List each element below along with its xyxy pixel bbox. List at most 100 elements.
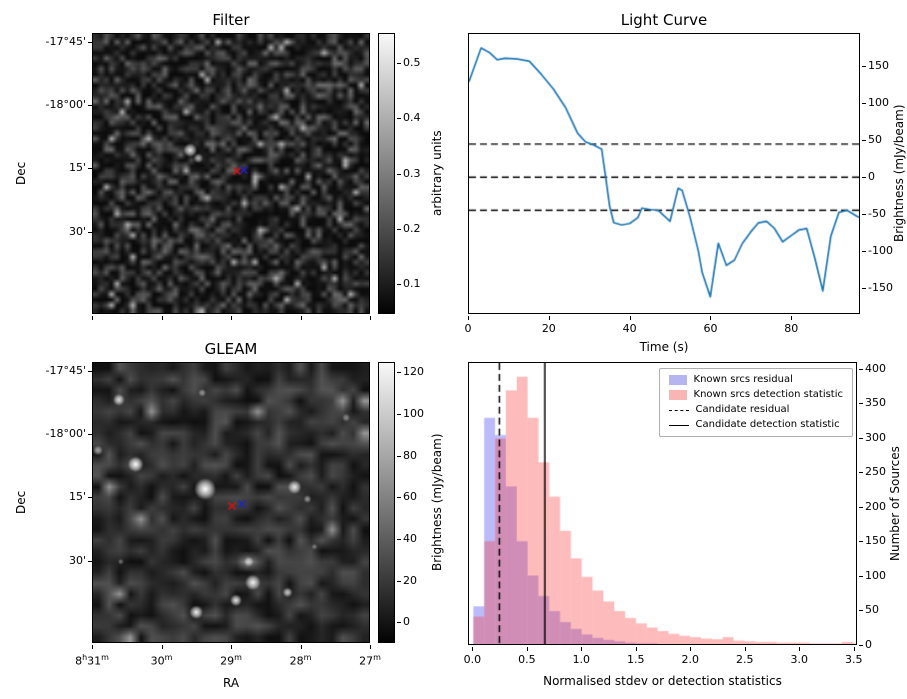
colorbar-tick-mark bbox=[397, 118, 401, 120]
y-tick-mark bbox=[862, 214, 866, 216]
x-tick-label: 30m bbox=[134, 651, 190, 669]
x-tick-mark bbox=[161, 645, 163, 649]
gleam-image-axes bbox=[92, 362, 370, 643]
x-tick-mark bbox=[468, 316, 469, 320]
y-tick-mark bbox=[88, 41, 92, 43]
colorbar-tick-mark bbox=[397, 455, 401, 457]
colorbar-tick-label: 40 bbox=[403, 531, 417, 545]
x-tick-label: 3.5 bbox=[844, 653, 863, 666]
y-tick-label: 0 bbox=[865, 638, 872, 651]
gleam-image bbox=[93, 363, 369, 642]
y-tick-mark bbox=[859, 645, 863, 646]
y-tick-label: 100 bbox=[865, 568, 886, 582]
colorbar-tick-mark bbox=[397, 538, 401, 540]
ra-tick-part: m bbox=[373, 653, 381, 662]
x-tick-mark bbox=[472, 647, 474, 651]
x-tick-label: 80 bbox=[784, 322, 799, 335]
x-tick-mark bbox=[744, 647, 746, 651]
x-tick-mark bbox=[853, 647, 855, 651]
colorbar-tick-label: 60 bbox=[403, 490, 417, 504]
y-tick-mark bbox=[88, 434, 92, 436]
legend-label: Known srcs detection statistic bbox=[693, 389, 843, 400]
colorbar-tick-label: 120 bbox=[403, 365, 424, 379]
y-tick-label: 30' bbox=[68, 553, 86, 567]
legend-entry: Candidate detection statistic bbox=[668, 419, 843, 431]
lightcurve-xlabel: Time (s) bbox=[639, 340, 689, 354]
y-tick-label: 0 bbox=[868, 170, 875, 184]
ra-tick-part: m bbox=[303, 653, 312, 662]
y-tick-mark bbox=[859, 575, 863, 577]
y-tick-label: 50 bbox=[865, 603, 879, 617]
colorbar-tick-mark bbox=[397, 372, 401, 374]
x-tick-label: 40 bbox=[622, 322, 637, 335]
ra-tick-part: h bbox=[82, 653, 88, 662]
colorbar-tick-mark bbox=[397, 414, 401, 416]
y-tick-label: 15' bbox=[68, 161, 86, 175]
filter-image-axes bbox=[92, 33, 370, 314]
colorbar-tick-mark bbox=[397, 173, 401, 175]
x-tick-mark bbox=[231, 316, 232, 320]
ra-tick-part: 30 bbox=[150, 654, 165, 668]
y-tick-label: -18°00' bbox=[45, 98, 87, 112]
y-tick-label: -100 bbox=[868, 244, 893, 258]
legend-patch-icon bbox=[668, 375, 687, 385]
ra-tick-part: m bbox=[234, 653, 242, 662]
x-tick-mark bbox=[710, 316, 712, 320]
lightcurve-plot bbox=[469, 34, 859, 313]
y-tick-mark bbox=[859, 541, 863, 543]
colorbar-tick-mark bbox=[397, 622, 401, 624]
x-tick-label: 8h31m bbox=[64, 651, 120, 669]
colorbar-tick-label: 80 bbox=[403, 448, 417, 462]
y-tick-label: 150 bbox=[865, 534, 886, 548]
x-tick-label: 1.0 bbox=[572, 653, 591, 666]
ra-tick-part: 27 bbox=[359, 654, 374, 668]
x-tick-mark bbox=[92, 316, 93, 320]
lightcurve-title: Light Curve bbox=[620, 11, 708, 29]
y-tick-mark bbox=[862, 177, 866, 179]
colorbar-tick-mark bbox=[397, 497, 401, 499]
y-tick-mark bbox=[862, 140, 866, 142]
x-tick-mark bbox=[635, 647, 637, 651]
gleam-colorbar bbox=[378, 362, 395, 643]
colorbar-tick-mark bbox=[397, 228, 401, 230]
y-tick-mark bbox=[88, 105, 92, 107]
x-tick-label: 0.5 bbox=[518, 653, 536, 666]
x-tick-label: 3.0 bbox=[790, 653, 808, 666]
x-tick-mark bbox=[300, 316, 302, 320]
legend-patch-icon bbox=[668, 390, 687, 400]
legend-label: Known srcs residual bbox=[693, 374, 793, 385]
y-tick-mark bbox=[859, 610, 863, 612]
filter-image bbox=[93, 34, 369, 313]
filter-title: Filter bbox=[212, 11, 250, 29]
gleam-xlabel: RA bbox=[222, 676, 240, 690]
x-tick-label: 0.0 bbox=[463, 653, 482, 666]
y-tick-mark bbox=[88, 168, 92, 170]
y-tick-mark bbox=[862, 103, 866, 105]
y-tick-label: -50 bbox=[868, 207, 886, 221]
y-tick-label: 300 bbox=[865, 430, 886, 444]
y-tick-mark bbox=[862, 251, 866, 253]
x-tick-label: 1.5 bbox=[627, 653, 645, 666]
y-tick-label: 100 bbox=[868, 96, 889, 110]
x-tick-mark bbox=[370, 316, 371, 320]
legend-entry: Known srcs residual bbox=[668, 374, 843, 386]
y-tick-mark bbox=[859, 437, 863, 439]
legend-entry: Known srcs detection statistic bbox=[668, 389, 843, 401]
y-tick-label: -17°45' bbox=[45, 34, 87, 48]
y-tick-label: -150 bbox=[868, 281, 893, 295]
x-tick-mark bbox=[799, 647, 801, 651]
ra-tick-part: 8 bbox=[75, 654, 83, 668]
ra-tick-part: 28 bbox=[289, 654, 304, 668]
x-tick-label: 2.0 bbox=[681, 653, 700, 666]
colorbar-tick-label: 100 bbox=[403, 407, 424, 421]
x-tick-label: 60 bbox=[703, 322, 718, 335]
colorbar-tick-label: 20 bbox=[403, 573, 417, 587]
x-tick-mark bbox=[92, 645, 93, 649]
y-tick-mark bbox=[859, 472, 863, 474]
lightcurve-axes bbox=[468, 33, 860, 314]
colorbar-tick-label: 0.1 bbox=[403, 276, 421, 290]
y-tick-mark bbox=[88, 560, 92, 562]
x-tick-mark bbox=[370, 645, 371, 649]
x-tick-mark bbox=[690, 647, 692, 651]
colorbar-tick-label: 0.3 bbox=[403, 166, 421, 180]
